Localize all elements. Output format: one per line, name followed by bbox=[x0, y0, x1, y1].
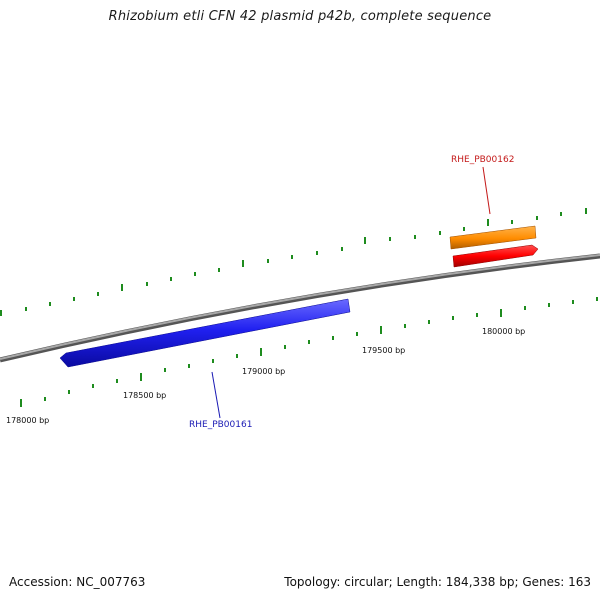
gene-arrow-rhe-pb00161[interactable] bbox=[59, 298, 351, 368]
upper-scale-track bbox=[0, 208, 587, 316]
sequence-backbone-highlight bbox=[0, 254, 600, 360]
tick-label-178000: 178000 bp bbox=[6, 416, 49, 425]
gene-red-forward[interactable] bbox=[452, 244, 539, 268]
lower-scale-track bbox=[20, 297, 598, 407]
gene-arrow-red[interactable] bbox=[452, 244, 539, 268]
tick-label-179500: 179500 bp bbox=[362, 346, 405, 355]
tick-label-180000: 180000 bp bbox=[482, 327, 525, 336]
tick-label-178500: 178500 bp bbox=[123, 391, 166, 400]
tick-label-179000: 179000 bp bbox=[242, 367, 285, 376]
leader-line-rhe-pb00162 bbox=[482, 166, 491, 215]
leader-line-rhe-pb00161 bbox=[211, 371, 221, 419]
gene-label-rhe-pb00162[interactable]: RHE_PB00162 bbox=[451, 155, 514, 165]
gene-rhe-pb00161[interactable] bbox=[59, 298, 351, 368]
map-title: Rhizobium etli CFN 42 plasmid p42b, comp… bbox=[108, 9, 492, 24]
gene-arrow-rhe-pb00162[interactable] bbox=[449, 225, 537, 250]
gene-rhe-pb00162[interactable] bbox=[449, 225, 537, 250]
accession-text: Accession: NC_007763 bbox=[9, 575, 146, 589]
summary-text: Topology: circular; Length: 184,338 bp; … bbox=[284, 575, 591, 589]
gene-label-rhe-pb00161[interactable]: RHE_PB00161 bbox=[189, 420, 252, 430]
